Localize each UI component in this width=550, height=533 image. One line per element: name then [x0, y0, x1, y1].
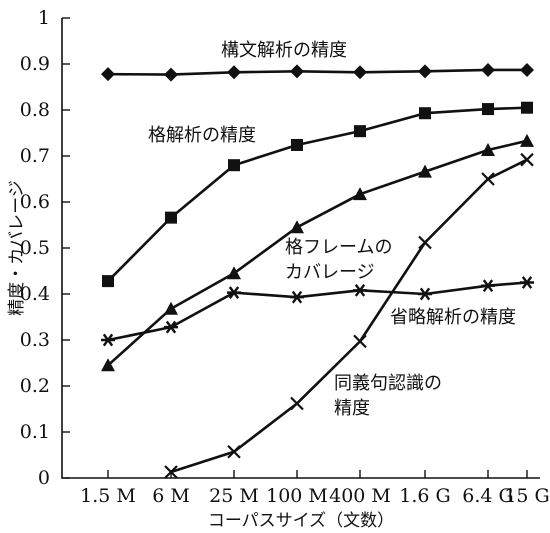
x-marker — [291, 397, 303, 409]
y-tick-label: 0.8 — [20, 99, 50, 121]
y-tick-label: 0.9 — [20, 53, 50, 75]
y-tick-label: 0.2 — [20, 375, 50, 397]
series-label-line: 同義句認識の — [334, 373, 442, 394]
x-tick-label: 15 G — [504, 485, 549, 507]
asterisk-marker — [481, 280, 495, 291]
series-label-line: 格フレームの — [285, 237, 392, 258]
series-label: 格解析の精度 — [148, 125, 256, 146]
series-label-line: カバレージ — [285, 262, 375, 283]
x-tick-label: 1.5 M — [80, 485, 136, 507]
y-tick-label: 0.7 — [20, 145, 50, 167]
y-tick-label: 0 — [38, 467, 50, 489]
x-tick-label: 1.6 G — [399, 485, 450, 507]
square-marker — [228, 159, 240, 171]
triangle-marker — [520, 134, 534, 147]
triangle-marker — [164, 302, 178, 315]
diamond-marker — [418, 64, 432, 78]
asterisk-marker — [418, 288, 432, 299]
square-marker — [102, 275, 114, 287]
square-marker — [419, 107, 431, 119]
diamond-marker — [227, 65, 241, 79]
y-axis-title: 精度・カバレージ — [7, 180, 27, 316]
square-marker — [482, 103, 494, 115]
diamond-marker — [520, 63, 534, 77]
diamond-marker — [353, 65, 367, 79]
diamond-marker — [481, 63, 495, 77]
x-marker — [354, 335, 366, 347]
diamond-marker — [101, 67, 115, 81]
square-marker — [354, 125, 366, 137]
series-label-line: 精度 — [334, 398, 370, 419]
square-marker — [521, 102, 533, 114]
square-marker — [165, 212, 177, 224]
asterisk-marker — [290, 292, 304, 303]
series-label: 構文解析の精度 — [221, 40, 347, 61]
asterisk-marker — [101, 334, 115, 345]
x-axis-title: コーパスサイズ（文数） — [208, 511, 394, 531]
y-tick-label: 1 — [38, 7, 50, 29]
diamond-marker — [290, 64, 304, 78]
x-marker — [419, 236, 431, 248]
x-tick-label: 400 M — [329, 485, 391, 507]
y-tick-label: 0.1 — [20, 421, 50, 443]
series-label: 省略解析の精度 — [390, 307, 516, 328]
asterisk-marker — [520, 277, 534, 288]
square-marker — [291, 139, 303, 151]
diamond-marker — [164, 68, 178, 82]
x-tick-label: 100 M — [266, 485, 328, 507]
triangle-marker — [290, 220, 304, 233]
x-tick-label: 25 M — [209, 485, 259, 507]
x-marker — [521, 154, 533, 166]
x-tick-label: 6 M — [152, 485, 190, 507]
y-tick-label: 0.3 — [20, 329, 50, 351]
asterisk-marker — [353, 285, 367, 296]
x-marker — [482, 173, 494, 185]
